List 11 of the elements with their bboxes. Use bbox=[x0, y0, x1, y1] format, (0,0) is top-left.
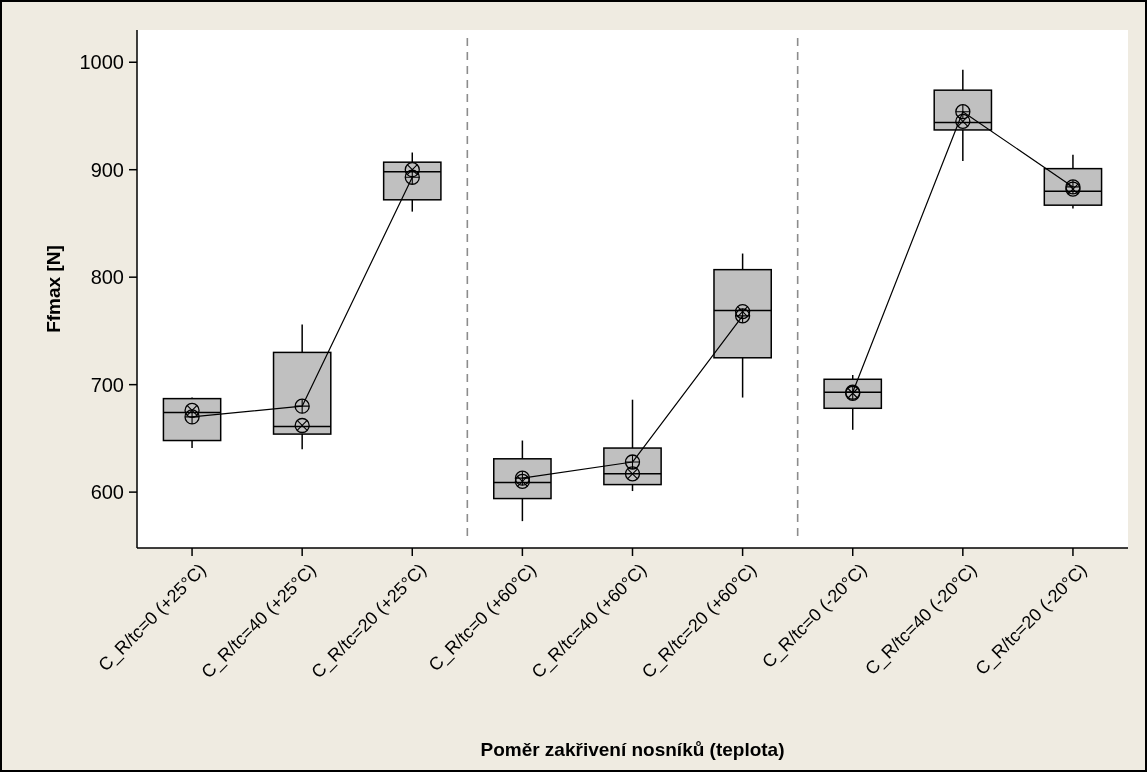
x-axis-title: Poměr zakřivení nosníků (teplota) bbox=[480, 739, 785, 760]
y-tick-label: 700 bbox=[90, 373, 124, 396]
y-tick-label: 1000 bbox=[79, 51, 124, 74]
y-tick-label: 900 bbox=[90, 158, 124, 181]
point bbox=[404, 162, 420, 178]
y-tick-label: 800 bbox=[90, 266, 124, 289]
y-tick-label: 600 bbox=[90, 481, 124, 504]
point bbox=[294, 417, 310, 434]
point bbox=[734, 303, 751, 320]
y-axis-title: Ffmax [N] bbox=[43, 245, 64, 333]
point bbox=[955, 113, 971, 129]
